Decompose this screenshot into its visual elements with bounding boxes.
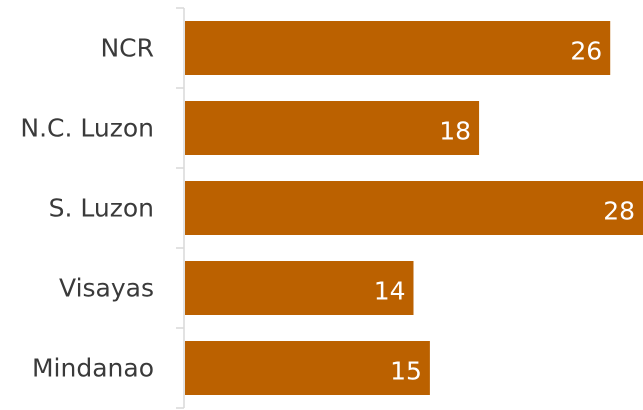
- bar: [185, 341, 430, 395]
- bar: [185, 261, 414, 315]
- bars-group: [185, 21, 643, 395]
- category-label: Mindanao: [32, 354, 154, 383]
- value-label: 18: [439, 117, 471, 146]
- category-label: N.C. Luzon: [20, 114, 154, 143]
- category-label: S. Luzon: [49, 194, 154, 223]
- category-label: NCR: [100, 34, 154, 63]
- value-label: 28: [603, 197, 635, 226]
- value-label: 14: [374, 277, 406, 306]
- value-label: 26: [570, 37, 602, 66]
- category-label: Visayas: [59, 274, 154, 303]
- category-labels: NCR N.C. Luzon S. Luzon Visayas Mindanao: [20, 34, 154, 383]
- bar: [185, 21, 611, 75]
- axis-ticks: [176, 7, 184, 409]
- bar: [185, 181, 643, 235]
- value-label: 15: [390, 357, 422, 386]
- value-labels: 26 18 28 14 15: [374, 37, 635, 386]
- bar: [185, 101, 480, 155]
